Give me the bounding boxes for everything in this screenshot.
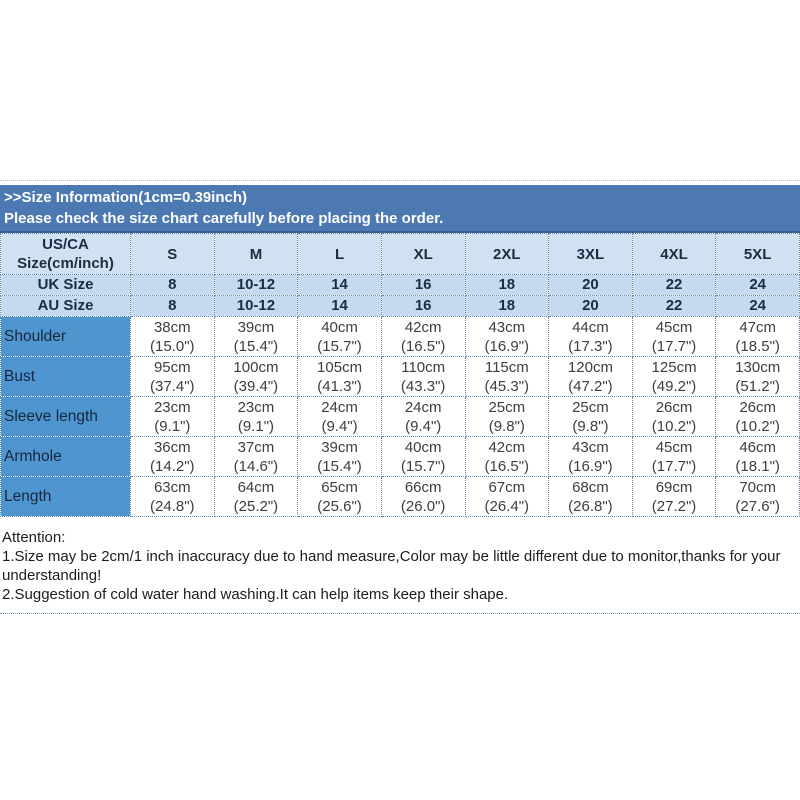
measurement-cell: 100cm (39.4") [213, 356, 299, 397]
size-table: US/CA Size(cm/inch) S M L XL 2XL 3XL 4XL… [0, 233, 800, 517]
measurement-cell: 95cm (37.4") [130, 356, 215, 397]
measurement-cell: 42cm (16.5") [464, 436, 550, 477]
attention-title: Attention: [2, 529, 66, 546]
top-divider [0, 0, 800, 181]
banner-title: >>Size Information(1cm=0.39inch) [4, 189, 247, 206]
measurement-cell: 68cm (26.8") [548, 476, 633, 517]
au-size-label: AU Size [0, 295, 131, 317]
au-size-value: 18 [464, 295, 550, 317]
uk-size-value: 14 [297, 274, 382, 296]
measurement-row-length: Length 63cm (24.8") 64cm (25.2") 65cm (25.6… [0, 476, 800, 517]
measurement-cell: 130cm (51.2") [715, 356, 800, 397]
measurement-cell: 66cm (26.0") [380, 476, 466, 517]
measurement-label: Shoulder [0, 316, 131, 357]
measurement-cell: 45cm (17.7") [631, 316, 717, 357]
measurement-cell: 63cm (24.8") [130, 476, 215, 517]
corner-header-line1: US/CA [42, 236, 89, 253]
au-size-value: 8 [130, 295, 215, 317]
measurement-cell: 39cm (15.4") [297, 436, 382, 477]
size-header-2xl: 2XL [464, 233, 550, 275]
measurement-label: Length [0, 476, 131, 517]
measurement-cell: 24cm (9.4") [297, 396, 382, 437]
measurement-cell: 65cm (25.6") [297, 476, 382, 517]
au-size-value: 22 [631, 295, 717, 317]
measurement-cell: 40cm (15.7") [297, 316, 382, 357]
uk-size-value: 18 [464, 274, 550, 296]
measurement-cell: 36cm (14.2") [130, 436, 215, 477]
attention-block: Attention: 1.Size may be 2cm/1 inch inac… [0, 528, 800, 604]
measurement-cell: 25cm (9.8") [548, 396, 633, 437]
measurement-row-shoulder: Shoulder 38cm (15.0") 39cm (15.4") 40cm (15… [0, 316, 800, 357]
size-header-5xl: 5XL [715, 233, 800, 275]
uk-size-value: 20 [548, 274, 633, 296]
banner-subtitle: Please check the size chart carefully be… [4, 210, 444, 227]
size-header-l: L [297, 233, 382, 275]
uk-size-value: 10-12 [213, 274, 299, 296]
size-header-s: S [130, 233, 215, 275]
uk-size-label: UK Size [0, 274, 131, 296]
measurement-cell: 42cm (16.5") [380, 316, 466, 357]
measurement-cell: 26cm (10.2") [715, 396, 800, 437]
uk-size-value: 24 [715, 274, 800, 296]
size-header-row: US/CA Size(cm/inch) S M L XL 2XL 3XL 4XL… [0, 233, 800, 275]
size-info-banner: >>Size Information(1cm=0.39inch) Please … [0, 185, 800, 233]
measurement-cell: 115cm (45.3") [464, 356, 550, 397]
measurement-cell: 46cm (18.1") [715, 436, 800, 477]
size-header-xl: XL [380, 233, 466, 275]
measurement-cell: 69cm (27.2") [631, 476, 717, 517]
measurement-cell: 120cm (47.2") [548, 356, 633, 397]
au-size-value: 14 [297, 295, 382, 317]
measurement-cell: 64cm (25.2") [213, 476, 299, 517]
measurement-cell: 23cm (9.1") [213, 396, 299, 437]
measurement-cell: 40cm (15.7") [380, 436, 466, 477]
measurement-cell: 25cm (9.8") [464, 396, 550, 437]
au-size-value: 16 [380, 295, 466, 317]
measurement-cell: 37cm (14.6") [213, 436, 299, 477]
uk-size-row: UK Size 8 10-12 14 16 18 20 22 24 [0, 274, 800, 296]
measurement-label: Sleeve length [0, 396, 131, 437]
uk-size-value: 16 [380, 274, 466, 296]
measurement-cell: 23cm (9.1") [130, 396, 215, 437]
measurement-cell: 39cm (15.4") [213, 316, 299, 357]
measurement-row-sleeve: Sleeve length 23cm (9.1") 23cm (9.1") 24cm… [0, 396, 800, 437]
attention-item-1: 1.Size may be 2cm/1 inch inaccuracy due … [2, 548, 781, 584]
uk-size-value: 22 [631, 274, 717, 296]
au-size-value: 24 [715, 295, 800, 317]
size-header-3xl: 3XL [548, 233, 633, 275]
au-size-row: AU Size 8 10-12 14 16 18 20 22 24 [0, 295, 800, 317]
measurement-row-bust: Bust 95cm (37.4") 100cm (39.4") 105cm (41.3… [0, 356, 800, 397]
attention-item-2: 2.Suggestion of cold water hand washing.… [2, 586, 509, 603]
corner-header: US/CA Size(cm/inch) [0, 233, 131, 275]
measurement-cell: 45cm (17.7") [631, 436, 717, 477]
measurement-cell: 43cm (16.9") [464, 316, 550, 357]
measurement-label: Armhole [0, 436, 131, 477]
corner-header-line2: Size(cm/inch) [17, 255, 114, 272]
uk-size-value: 8 [130, 274, 215, 296]
measurement-row-armhole: Armhole 36cm (14.2") 37cm (14.6") 39cm (15.… [0, 436, 800, 477]
size-header-m: M [213, 233, 299, 275]
au-size-value: 20 [548, 295, 633, 317]
measurement-cell: 44cm (17.3") [548, 316, 633, 357]
measurement-cell: 125cm (49.2") [631, 356, 717, 397]
au-size-value: 10-12 [213, 295, 299, 317]
bottom-divider [0, 613, 800, 614]
measurement-cell: 26cm (10.2") [631, 396, 717, 437]
measurement-cell: 110cm (43.3") [380, 356, 466, 397]
measurement-cell: 47cm (18.5") [715, 316, 800, 357]
measurement-cell: 67cm (26.4") [464, 476, 550, 517]
measurement-cell: 43cm (16.9") [548, 436, 633, 477]
size-header-4xl: 4XL [631, 233, 717, 275]
measurement-cell: 24cm (9.4") [380, 396, 466, 437]
measurement-cell: 70cm (27.6") [715, 476, 800, 517]
measurement-cell: 38cm (15.0") [130, 316, 215, 357]
measurement-cell: 105cm (41.3") [297, 356, 382, 397]
measurement-label: Bust [0, 356, 131, 397]
